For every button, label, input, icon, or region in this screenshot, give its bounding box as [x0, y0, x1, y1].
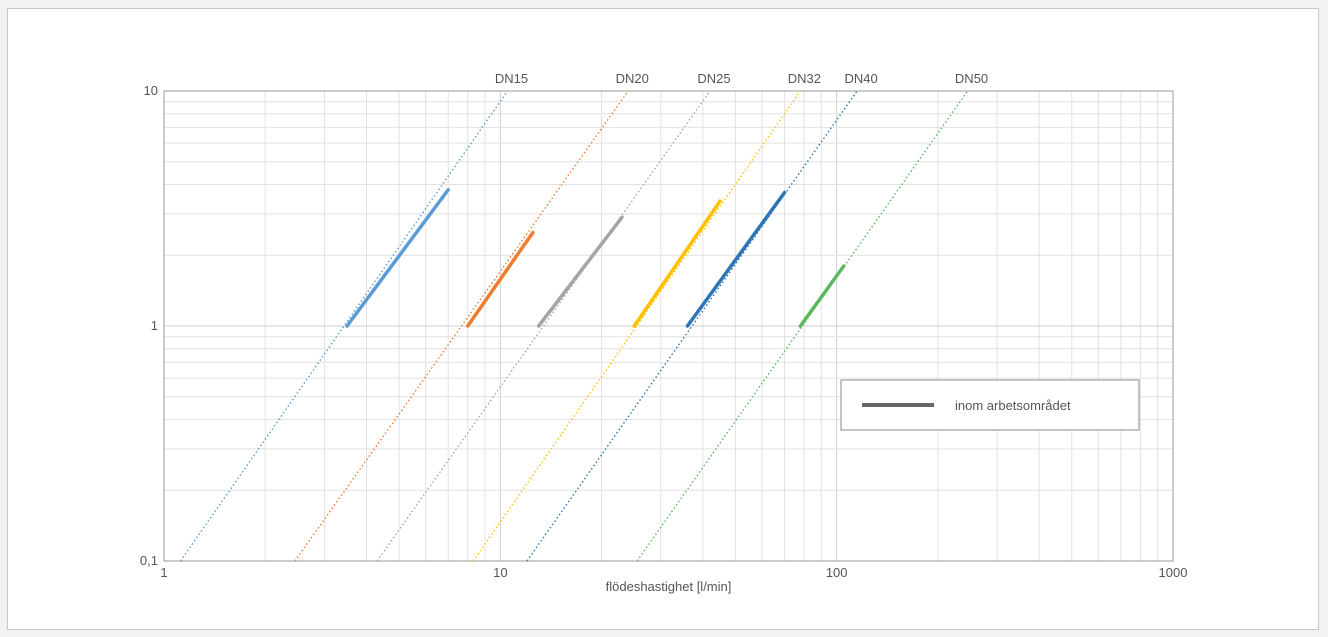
series-label-dn32: DN32 — [788, 71, 821, 86]
series-range-dn20 — [465, 230, 535, 328]
series-line-dn20 — [294, 90, 629, 562]
y-tick-label: 0,1 — [140, 553, 158, 568]
series-label-dn25: DN25 — [697, 71, 730, 86]
series-labels: DN15 DN20 DN25 DN32 DN40 DN50 — [495, 71, 988, 86]
y-tick-labels: 0,1 1 10 — [140, 83, 158, 568]
x-axis-label: flödeshastighet [l/min] — [606, 579, 732, 594]
series-label-dn50: DN50 — [955, 71, 988, 86]
series-range-dn40 — [685, 190, 787, 328]
x-tick-label: 10 — [493, 565, 507, 580]
x-tick-labels: 1 10 100 1000 — [160, 565, 1187, 580]
series-line-dn32 — [472, 90, 801, 562]
grid — [163, 91, 1173, 562]
series-label-dn20: DN20 — [616, 71, 649, 86]
series-label-dn40: DN40 — [844, 71, 877, 86]
plot-frame — [163, 90, 1174, 562]
series-range-dn50 — [798, 264, 846, 328]
series-range-dn25 — [536, 215, 624, 328]
series-label-dn15: DN15 — [495, 71, 528, 86]
x-tick-label: 1 — [160, 565, 167, 580]
legend: inom arbetsområdet — [840, 379, 1140, 431]
y-tick-label: 10 — [144, 83, 158, 98]
x-tick-label: 1000 — [1159, 565, 1188, 580]
series-range-dn15 — [345, 188, 450, 328]
legend-label: inom arbetsområdet — [955, 398, 1071, 413]
y-tick-label: 1 — [151, 318, 158, 333]
x-tick-label: 100 — [826, 565, 848, 580]
series-range-dn32 — [632, 199, 722, 328]
series-group — [179, 90, 969, 562]
series-line-dn15 — [179, 90, 509, 562]
chart-card — [7, 8, 1319, 630]
